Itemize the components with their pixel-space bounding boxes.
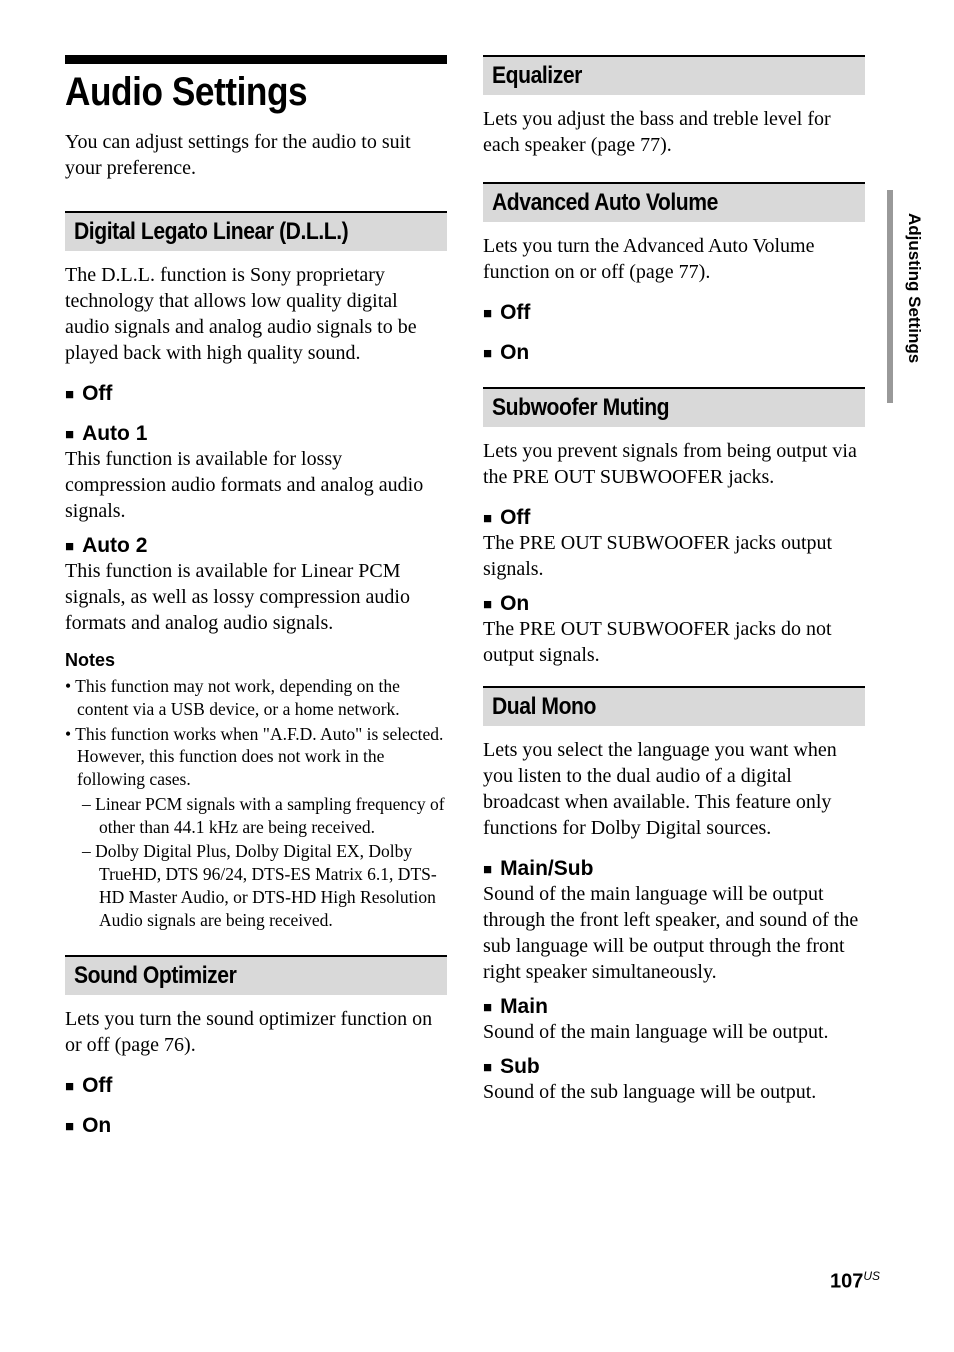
opt-label: On — [500, 592, 529, 616]
section-sound-optimizer: Sound Optimizer — [65, 955, 447, 995]
dual-opt-main: ■ Main — [483, 995, 865, 1019]
section-so-label: Sound Optimizer — [74, 962, 236, 990]
eq-desc: Lets you adjust the bass and treble leve… — [483, 106, 865, 158]
notes-list: • This function may not work, depending … — [65, 675, 447, 931]
title-rule — [65, 55, 447, 64]
square-bullet-icon: ■ — [483, 862, 492, 879]
page-number: 107 — [830, 1271, 863, 1293]
square-bullet-icon: ■ — [483, 346, 492, 363]
square-bullet-icon: ■ — [483, 1060, 492, 1077]
dll-opt-auto2: ■ Auto 2 — [65, 534, 447, 558]
auto1-desc: This function is available for lossy com… — [65, 446, 447, 524]
opt-label: Off — [82, 382, 112, 406]
dll-opt-off: ■ Off — [65, 382, 447, 406]
subopt-desc: Sound of the sub language will be output… — [483, 1079, 865, 1105]
square-bullet-icon: ■ — [65, 387, 74, 404]
left-column: Audio Settings You can adjust settings f… — [65, 55, 447, 1138]
page-region: US — [863, 1269, 880, 1283]
section-aav-label: Advanced Auto Volume — [492, 189, 718, 217]
sub-opt-on: ■ On — [483, 592, 865, 616]
dual-opt-sub: ■ Sub — [483, 1055, 865, 1079]
section-aav: Advanced Auto Volume — [483, 182, 865, 222]
dual-opt-mainsub: ■ Main/Sub — [483, 857, 865, 881]
dual-desc: Lets you select the language you want wh… — [483, 737, 865, 841]
page-title: Audio Settings — [65, 70, 401, 115]
square-bullet-icon: ■ — [65, 539, 74, 556]
square-bullet-icon: ■ — [65, 427, 74, 444]
sub-desc: Lets you prevent signals from being outp… — [483, 438, 865, 490]
aav-desc: Lets you turn the Advanced Auto Volume f… — [483, 233, 865, 285]
section-dll-label: Digital Legato Linear (D.L.L.) — [74, 218, 348, 246]
note-item: • This function may not work, depending … — [65, 675, 447, 721]
note-subitem: – Dolby Digital Plus, Dolby Digital EX, … — [65, 840, 447, 931]
right-column: Equalizer Lets you adjust the bass and t… — [483, 55, 865, 1138]
auto2-desc: This function is available for Linear PC… — [65, 558, 447, 636]
opt-label: Main — [500, 995, 548, 1019]
opt-label: Auto 2 — [82, 534, 147, 558]
dll-desc: The D.L.L. function is Sony proprietary … — [65, 262, 447, 366]
aav-opt-off: ■ Off — [483, 301, 865, 325]
page-footer: 107US — [830, 1269, 880, 1294]
opt-label: Off — [82, 1074, 112, 1098]
section-sub-label: Subwoofer Muting — [492, 394, 669, 422]
so-opt-on: ■ On — [65, 1114, 447, 1138]
square-bullet-icon: ■ — [65, 1079, 74, 1096]
section-dualmono: Dual Mono — [483, 686, 865, 726]
section-subwoofer: Subwoofer Muting — [483, 387, 865, 427]
side-tab-marker — [887, 190, 893, 403]
opt-label: Off — [500, 506, 530, 530]
main-desc: Sound of the main language will be outpu… — [483, 1019, 865, 1045]
section-dual-label: Dual Mono — [492, 693, 596, 721]
dll-opt-auto1: ■ Auto 1 — [65, 422, 447, 446]
square-bullet-icon: ■ — [483, 597, 492, 614]
sub-off-desc: The PRE OUT SUBWOOFER jacks output signa… — [483, 530, 865, 582]
opt-label: On — [500, 341, 529, 365]
side-section-label: Adjusting Settings — [904, 213, 924, 363]
square-bullet-icon: ■ — [65, 1119, 74, 1136]
so-opt-off: ■ Off — [65, 1074, 447, 1098]
mainsub-desc: Sound of the main language will be outpu… — [483, 881, 865, 985]
square-bullet-icon: ■ — [483, 306, 492, 323]
so-desc: Lets you turn the sound optimizer functi… — [65, 1006, 447, 1058]
note-subitem: – Linear PCM signals with a sampling fre… — [65, 793, 447, 839]
square-bullet-icon: ■ — [483, 511, 492, 528]
opt-label: On — [82, 1114, 111, 1138]
opt-label: Main/Sub — [500, 857, 593, 881]
opt-label: Auto 1 — [82, 422, 147, 446]
sub-on-desc: The PRE OUT SUBWOOFER jacks do not outpu… — [483, 616, 865, 668]
opt-label: Sub — [500, 1055, 540, 1079]
aav-opt-on: ■ On — [483, 341, 865, 365]
note-item: • This function works when "A.F.D. Auto"… — [65, 723, 447, 791]
section-dll: Digital Legato Linear (D.L.L.) — [65, 211, 447, 251]
square-bullet-icon: ■ — [483, 1000, 492, 1017]
sub-opt-off: ■ Off — [483, 506, 865, 530]
section-eq-label: Equalizer — [492, 62, 582, 90]
opt-label: Off — [500, 301, 530, 325]
section-equalizer: Equalizer — [483, 55, 865, 95]
intro-text: You can adjust settings for the audio to… — [65, 129, 447, 181]
content-columns: Audio Settings You can adjust settings f… — [65, 55, 889, 1138]
notes-heading: Notes — [65, 650, 447, 671]
